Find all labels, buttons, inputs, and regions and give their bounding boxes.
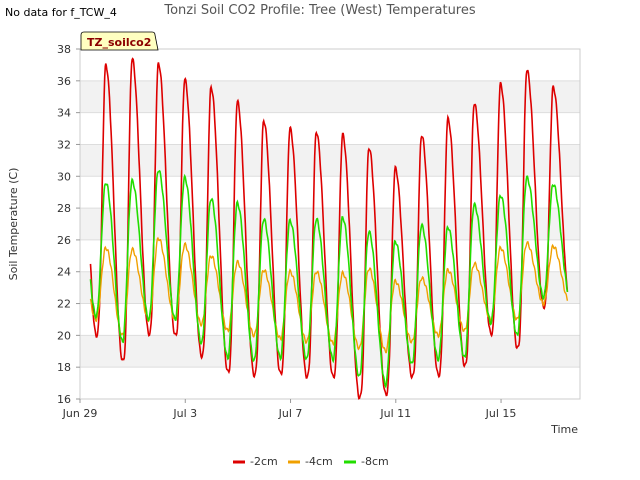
y-tick-label: 18: [57, 361, 71, 374]
legend-label: -4cm: [305, 455, 333, 468]
grid-band: [80, 80, 580, 113]
y-tick-label: 28: [57, 202, 71, 215]
series-lines: [89, 57, 569, 400]
y-axis-ticks: 16 18 20 22 24 26 28 30 32 34 36 38: [57, 43, 80, 406]
badge: TZ_soilco2: [80, 31, 159, 51]
x-tick-label: Jul 15: [485, 407, 517, 420]
no-data-note: No data for f_TCW_4: [5, 6, 117, 19]
legend-label: -2cm: [250, 455, 278, 468]
y-tick-label: 20: [57, 329, 71, 342]
y-tick-label: 16: [57, 393, 71, 406]
y-tick-label: 24: [57, 266, 71, 279]
y-tick-label: 38: [57, 43, 71, 56]
y-tick-label: 36: [57, 75, 71, 88]
plot-frame: [79, 48, 581, 400]
x-axis-ticks: Jun 29 Jul 3 Jul 7 Jul 11 Jul 15: [62, 399, 517, 420]
x-tick-label: Jun 29: [62, 407, 98, 420]
legend: -2cm -4cm -8cm: [233, 455, 389, 468]
series-line--8cm: [89, 169, 569, 389]
y-tick-label: 26: [57, 234, 71, 247]
x-axis-label: Time: [550, 423, 578, 436]
badge-label: TZ_soilco2: [87, 36, 151, 49]
y-tick-label: 34: [57, 107, 71, 120]
x-tick-label: Jul 3: [172, 407, 197, 420]
grid-band: [80, 144, 580, 177]
chart-title: Tonzi Soil CO2 Profile: Tree (West) Temp…: [164, 3, 476, 18]
y-tick-label: 32: [57, 138, 71, 151]
grid-band: [80, 271, 580, 304]
legend-label: -8cm: [361, 455, 389, 468]
y-axis-label: Soil Temperature (C): [7, 168, 20, 281]
x-tick-label: Jul 7: [278, 407, 303, 420]
y-tick-label: 30: [57, 170, 71, 183]
y-tick-label: 22: [57, 298, 71, 311]
x-tick-label: Jul 11: [379, 407, 411, 420]
